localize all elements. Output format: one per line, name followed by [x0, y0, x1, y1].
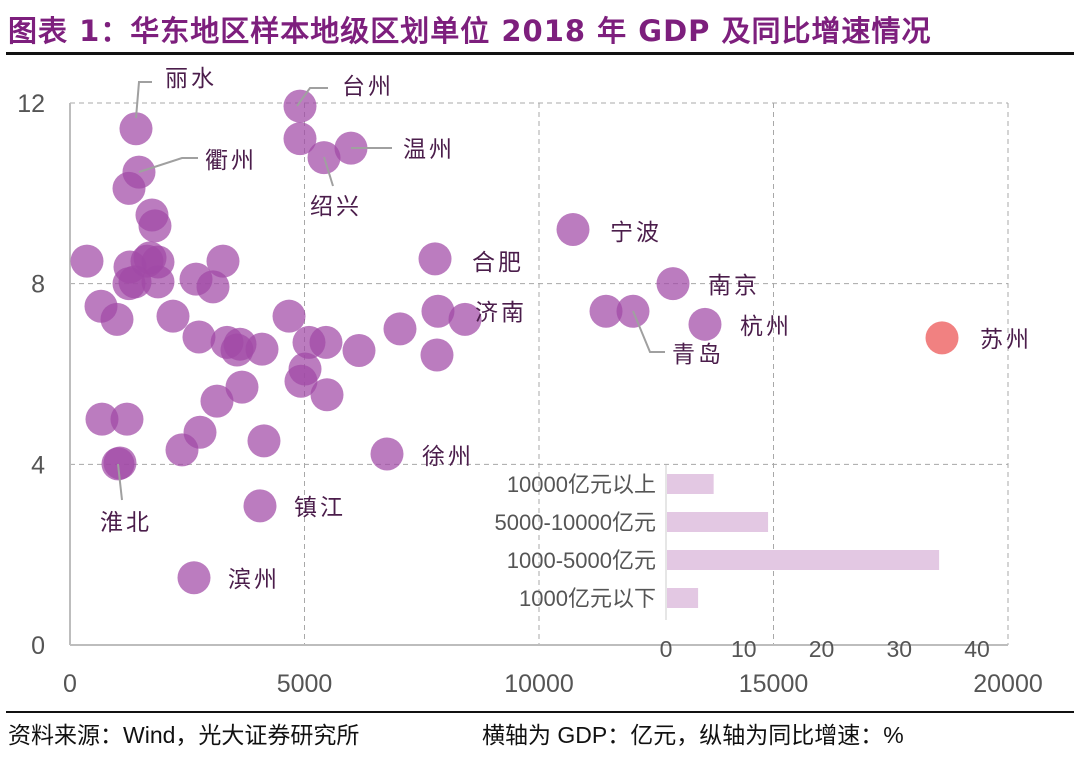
label-leader-line: [117, 463, 123, 501]
x-tick-label: 5000: [277, 670, 333, 698]
city-label: 丽水: [165, 65, 217, 91]
data-point: [156, 299, 190, 333]
data-point-南京: [656, 267, 690, 301]
data-point: [310, 378, 344, 412]
city-label: 淮北: [100, 509, 152, 535]
y-tick-label: 8: [31, 271, 45, 299]
inset-tick-label: 40: [964, 636, 990, 662]
data-point: [182, 320, 216, 354]
data-point: [220, 333, 254, 367]
top-rule: [6, 52, 1074, 55]
inset-category-label: 1000亿元以下: [519, 586, 656, 611]
bottom-rule: [6, 711, 1074, 713]
data-point: [196, 270, 230, 304]
data-point: [589, 294, 623, 328]
data-point: [112, 171, 146, 205]
data-point: [138, 209, 172, 243]
label-leader-line: [632, 310, 665, 353]
data-point-台州: [283, 89, 317, 123]
data-point: [247, 424, 281, 458]
inset-category-label: 10000亿元以上: [507, 472, 656, 497]
inset-tick-label: 0: [660, 636, 673, 662]
data-point: [112, 267, 146, 301]
data-point: [309, 325, 343, 359]
inset-bar: [667, 474, 714, 494]
inset-bar: [667, 550, 940, 570]
inset-tick-label: 20: [809, 636, 835, 662]
label-leader-line: [323, 156, 334, 187]
city-label: 徐州: [422, 443, 474, 469]
inset-tick-label: 30: [886, 636, 912, 662]
label-leader-line: [296, 87, 328, 107]
data-point-杭州: [688, 307, 722, 341]
data-point-济南: [448, 302, 482, 336]
axis-note: 横轴为 GDP：亿元，纵轴为同比增速：%: [482, 722, 904, 748]
city-label: 杭州: [740, 313, 792, 339]
data-point: [421, 294, 455, 328]
data-point: [272, 299, 306, 333]
data-point: [100, 302, 134, 336]
data-point-滨州: [177, 561, 211, 595]
label-leader-line: [138, 157, 198, 173]
data-point: [206, 244, 240, 278]
city-label: 滨州: [228, 566, 280, 592]
chart-title: 图表 1：华东地区样本地级区划单位 2018 年 GDP 及同比增速情况: [8, 14, 932, 48]
x-tick-label: 10000: [504, 670, 574, 698]
city-label: 宁波: [610, 219, 662, 245]
y-tick-label: 4: [31, 451, 45, 479]
data-point: [245, 332, 279, 366]
data-point: [420, 338, 454, 372]
inset-category-label: 5000-10000亿元: [495, 510, 656, 535]
data-point-温州: [334, 131, 368, 165]
city-label: 温州: [403, 136, 455, 162]
data-point-徐州: [370, 437, 404, 471]
city-label: 衢州: [205, 147, 257, 173]
data-point-宁波: [556, 212, 590, 246]
city-label: 绍兴: [310, 193, 362, 219]
data-point-丽水: [119, 112, 153, 146]
data-point: [200, 384, 234, 418]
y-tick-label: 0: [31, 632, 45, 660]
city-label: 济南: [475, 299, 527, 325]
city-label: 镇江: [294, 494, 346, 520]
data-point: [141, 265, 175, 299]
city-label: 南京: [708, 272, 760, 298]
data-point: [70, 244, 104, 278]
data-point: [283, 122, 317, 156]
data-point: [342, 334, 376, 368]
data-point: [284, 364, 318, 398]
x-tick-label: 0: [63, 670, 77, 698]
data-point: [110, 402, 144, 436]
y-tick-label: 12: [17, 90, 45, 118]
data-point-苏州: [925, 321, 959, 355]
inset-bar: [667, 588, 699, 608]
data-point: [165, 433, 199, 467]
city-label: 合肥: [472, 249, 524, 275]
city-label: 苏州: [980, 326, 1032, 352]
x-tick-label: 15000: [739, 670, 809, 698]
data-point-合肥: [418, 242, 452, 276]
data-point: [383, 312, 417, 346]
city-label: 青岛: [672, 341, 724, 367]
city-label: 台州: [342, 73, 394, 99]
data-point: [225, 370, 259, 404]
data-point-淮北: [103, 446, 137, 480]
x-tick-label: 20000: [973, 670, 1043, 698]
data-point-镇江: [243, 489, 277, 523]
label-leader-line: [135, 81, 152, 119]
inset-category-label: 1000-5000亿元: [507, 548, 656, 573]
source-note: 资料来源：Wind，光大证券研究所: [8, 722, 360, 748]
inset-tick-label: 10: [731, 636, 757, 662]
data-point: [85, 402, 119, 436]
inset-bar: [667, 512, 769, 532]
